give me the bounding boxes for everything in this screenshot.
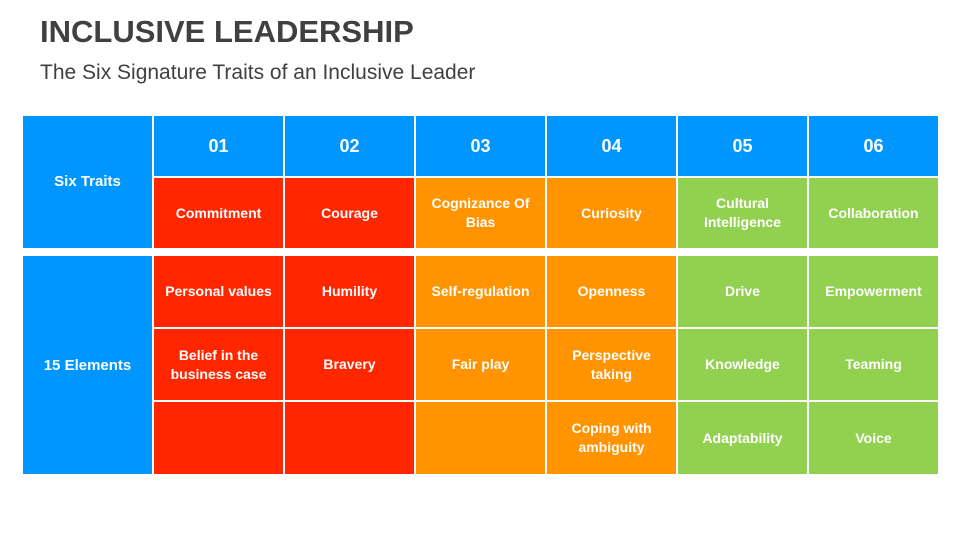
element-cell: Bravery [285, 329, 414, 400]
trait-number: 01 [154, 116, 283, 176]
trait-number: 04 [547, 116, 676, 176]
element-cell: Perspective taking [547, 329, 676, 400]
row-label-15-elements: 15 Elements [23, 256, 152, 474]
element-cell: Humility [285, 256, 414, 327]
element-cell: Drive [678, 256, 807, 327]
slide-subtitle: The Six Signature Traits of an Inclusive… [40, 61, 476, 84]
element-cell: Belief in the business case [154, 329, 283, 400]
element-cell [416, 402, 545, 474]
element-cell: Coping with ambiguity [547, 402, 676, 474]
slide-title: INCLUSIVE LEADERSHIP [40, 14, 414, 49]
element-cell: Personal values [154, 256, 283, 327]
trait-name: Cognizance Of Bias [416, 178, 545, 248]
element-cell: Fair play [416, 329, 545, 400]
trait-number: 06 [809, 116, 938, 176]
trait-number: 02 [285, 116, 414, 176]
element-cell: Teaming [809, 329, 938, 400]
element-cell: Voice [809, 402, 938, 474]
trait-name: Collaboration [809, 178, 938, 248]
row-label-six-traits: Six Traits [23, 116, 152, 248]
element-cell: Self-regulation [416, 256, 545, 327]
element-cell [154, 402, 283, 474]
trait-number: 03 [416, 116, 545, 176]
trait-name: Courage [285, 178, 414, 248]
element-cell: Openness [547, 256, 676, 327]
element-cell: Knowledge [678, 329, 807, 400]
trait-name: Cultural Intelligence [678, 178, 807, 248]
trait-name: Commitment [154, 178, 283, 248]
trait-number: 05 [678, 116, 807, 176]
element-cell [285, 402, 414, 474]
trait-name: Curiosity [547, 178, 676, 248]
element-cell: Adaptability [678, 402, 807, 474]
element-cell: Empowerment [809, 256, 938, 327]
